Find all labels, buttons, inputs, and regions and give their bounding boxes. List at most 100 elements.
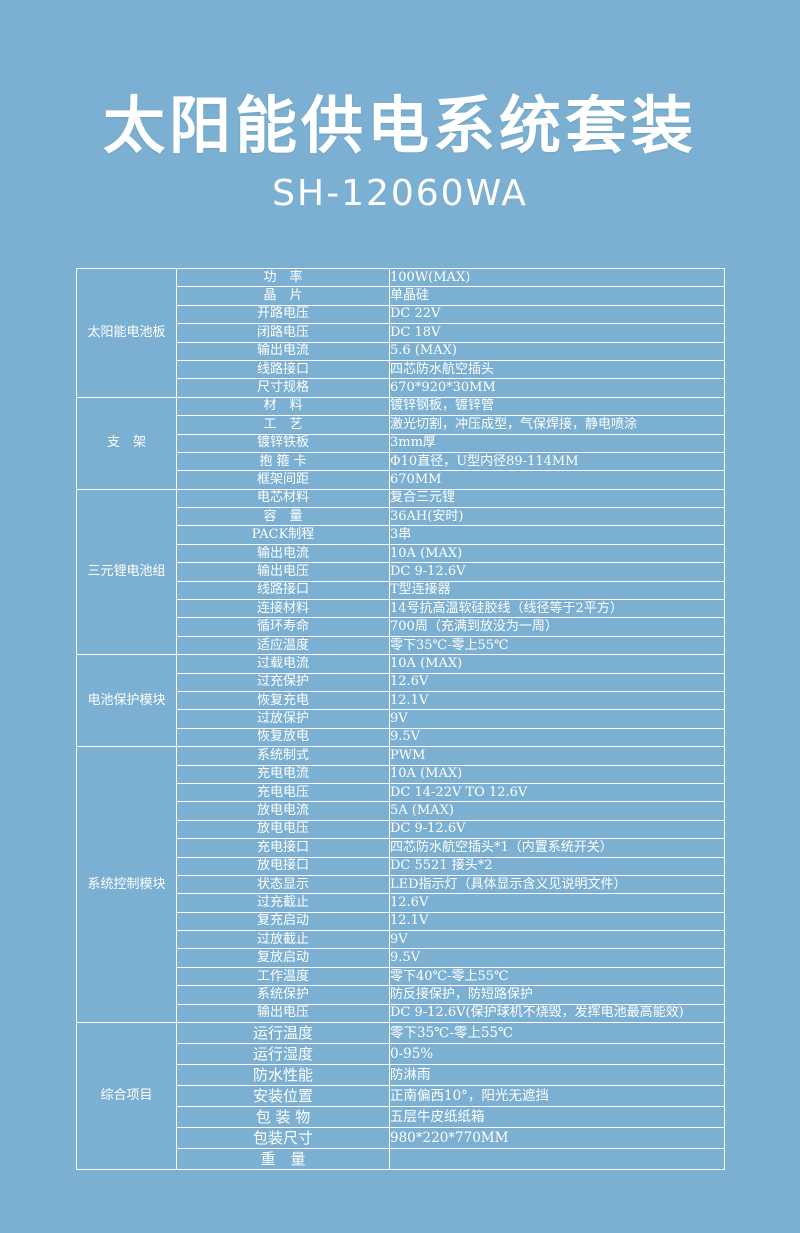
spec-item-value: PWM xyxy=(389,746,725,766)
spec-item-label: 晶 片 xyxy=(176,286,390,306)
table-row: 安装位置 正南偏西10°，阳光无遮挡 xyxy=(77,1085,725,1108)
spec-item-label: 充电接口 xyxy=(176,838,390,858)
spec-item-label: 过充保护 xyxy=(176,672,390,692)
spec-item-label: 系统制式 xyxy=(176,746,390,766)
table-row: 工 艺激光切割，冲压成型，气保焊接，静电喷涂 xyxy=(77,415,725,435)
spec-item-label: 尺寸规格 xyxy=(176,378,390,398)
spec-item-label: 复放启动 xyxy=(176,948,390,968)
spec-item-value: 正南偏西10°，阳光无遮挡 xyxy=(389,1085,725,1108)
spec-item-value: 防淋雨 xyxy=(389,1064,725,1087)
spec-item-label: 包 装 物 xyxy=(176,1106,390,1129)
spec-item-label: 容 量 xyxy=(176,507,390,527)
table-row: 框架间距 670MM xyxy=(77,470,725,490)
spec-item-value: 9V xyxy=(389,930,725,950)
spec-item-label: 材 料 xyxy=(176,396,390,417)
table-row: 输出电压 DC 9-12.6V(保护球机不烧毁，发挥电池最高能效) xyxy=(77,1003,725,1024)
spec-item-value: 3mm厚 xyxy=(389,433,725,453)
spec-item-value: 四芯防水航空插头 xyxy=(389,359,725,380)
spec-item-label: 过载电流 xyxy=(176,654,390,674)
table-row: 放电电流 5A (MAX) xyxy=(77,801,725,821)
group-label: 太阳能电池板 xyxy=(76,268,177,398)
spec-item-value: 五层牛皮纸纸箱 xyxy=(389,1106,725,1129)
spec-item-label: 框架间距 xyxy=(176,470,390,490)
spec-item-value: DC 18V xyxy=(389,323,725,343)
spec-item-label: 包装尺寸 xyxy=(176,1127,390,1150)
spec-item-label: 过充截止 xyxy=(176,893,390,913)
group-label: 综合项目 xyxy=(76,1022,177,1171)
table-row: 综合项目 运行温度 零下35℃-零上55℃ xyxy=(76,1022,725,1171)
table-row: 充电电流 10A (MAX) xyxy=(77,764,725,784)
spec-item-value: 0-95% xyxy=(389,1043,725,1066)
spec-item-value: 零下35℃-零上55℃ xyxy=(389,635,725,656)
table-row: 闭路电压 DC 18V xyxy=(77,323,725,343)
spec-item-value: 700周（充满到放没为一周） xyxy=(389,617,725,637)
table-row: 三元锂电池组 电芯材料 复合三元锂 xyxy=(76,488,725,656)
table-row: 放电接口 DC 5521 接头*2 xyxy=(77,856,725,876)
spec-item-label: PACK制程 xyxy=(176,525,390,545)
spec-item-label: 线路接口 xyxy=(176,359,390,380)
spec-item-label: 闭路电压 xyxy=(176,323,390,343)
spec-item-label: 状态显示 xyxy=(176,874,390,895)
spec-item-label: 连接材料 xyxy=(176,599,390,619)
table-row: 充电接口 四芯防水航空插头*1（内置系统开关） xyxy=(77,838,725,858)
spec-item-value: DC 22V xyxy=(389,304,725,325)
page-title: 太阳能供电系统套装 xyxy=(102,89,697,162)
spec-item-value: 12.6V xyxy=(389,672,725,692)
spec-item-label: 放电接口 xyxy=(176,856,390,876)
spec-item-label: 放电电压 xyxy=(176,819,390,840)
spec-item-value: 14号抗高温软硅胶线（线径等于2平方） xyxy=(389,599,725,619)
table-row: 太阳能电池板功 率 100W(MAX) xyxy=(76,267,725,398)
spec-item-value: 9.5V xyxy=(389,948,725,968)
spec-item-value: LED指示灯（具体显示含义见说明文件） xyxy=(389,874,725,895)
table-row: 运行湿度 0-95% xyxy=(77,1043,725,1066)
table-row: 电池保护模块 过载电流 10A (MAX) xyxy=(76,654,725,748)
spec-item-label: 功 率 xyxy=(176,267,390,288)
group-label: 电池保护模块 xyxy=(76,654,177,748)
table-row: 过充截止 12.6V xyxy=(77,893,725,913)
spec-item-value: 镀锌钢板，镀锌管 xyxy=(389,396,725,417)
spec-item-label: 充电电流 xyxy=(176,764,390,784)
table-row: 系统控制模块 系统制式 PWM xyxy=(76,746,725,1024)
spec-item-label: 输出电流 xyxy=(176,341,390,361)
spec-item-label: 循环寿命 xyxy=(176,617,390,637)
spec-item-value: 3串 xyxy=(389,525,725,545)
spec-item-value: Φ10直径，U型内径89-114MM xyxy=(389,451,725,472)
spec-item-label: 线路接口 xyxy=(176,580,390,601)
table-row: 循环寿命 700周（充满到放没为一周） xyxy=(77,617,725,637)
table-row: 抱 箍 卡 Φ10直径，U型内径89-114MM xyxy=(77,451,725,472)
spec-item-label: 工 艺 xyxy=(176,415,390,435)
table-row: 过放截止 9V xyxy=(77,930,725,950)
spec-item-label: 抱 箍 卡 xyxy=(176,451,390,472)
table-row: 适应温度 零下35℃-零上55℃ xyxy=(77,635,725,656)
spec-item-value: 36AH(安时) xyxy=(389,507,725,527)
spec-item-value: DC 9-12.6V xyxy=(389,562,725,582)
spec-item-label: 输出电压 xyxy=(176,562,390,582)
spec-item-value: DC 9-12.6V(保护球机不烧毁，发挥电池最高能效) xyxy=(389,1003,725,1024)
table-row: 线路接口 四芯防水航空插头 xyxy=(77,359,725,380)
spec-item-value: DC 14-22V TO 12.6V xyxy=(389,782,725,803)
group-label: 三元锂电池组 xyxy=(76,488,177,656)
group-label: 系统控制模块 xyxy=(76,746,177,1024)
spec-item-value: 10A (MAX) xyxy=(389,543,725,564)
spec-item-value: 670*920*30MM xyxy=(389,378,725,398)
spec-item-label: 输出电压 xyxy=(176,1003,390,1024)
spec-item-value: 5.6 (MAX) xyxy=(389,341,725,361)
spec-item-label: 适应温度 xyxy=(176,635,390,656)
model-number: SH-12060WA xyxy=(272,173,528,214)
spec-item-value: 12.1V xyxy=(389,690,725,711)
spec-item-label: 重 量 xyxy=(176,1148,390,1171)
spec-item-value: DC 9-12.6V xyxy=(389,819,725,840)
spec-item-label: 开路电压 xyxy=(176,304,390,325)
spec-item-value: 复合三元锂 xyxy=(389,488,725,509)
spec-item-label: 输出电流 xyxy=(176,543,390,564)
table-row: 包装尺寸 980*220*770MM xyxy=(77,1127,725,1150)
table-row: 过充保护 12.6V xyxy=(77,672,725,692)
spec-item-label: 恢复充电 xyxy=(176,690,390,711)
table-row: 容 量 36AH(安时) xyxy=(77,507,725,527)
table-row: 恢复充电 12.1V xyxy=(77,690,725,711)
spec-item-label: 镀锌铁板 xyxy=(176,433,390,453)
spec-item-label: 工作温度 xyxy=(176,966,390,987)
spec-item-value: 零下40℃-零上55℃ xyxy=(389,966,725,987)
spec-item-label: 运行温度 xyxy=(176,1022,390,1045)
spec-item-value: 100W(MAX) xyxy=(389,267,725,288)
